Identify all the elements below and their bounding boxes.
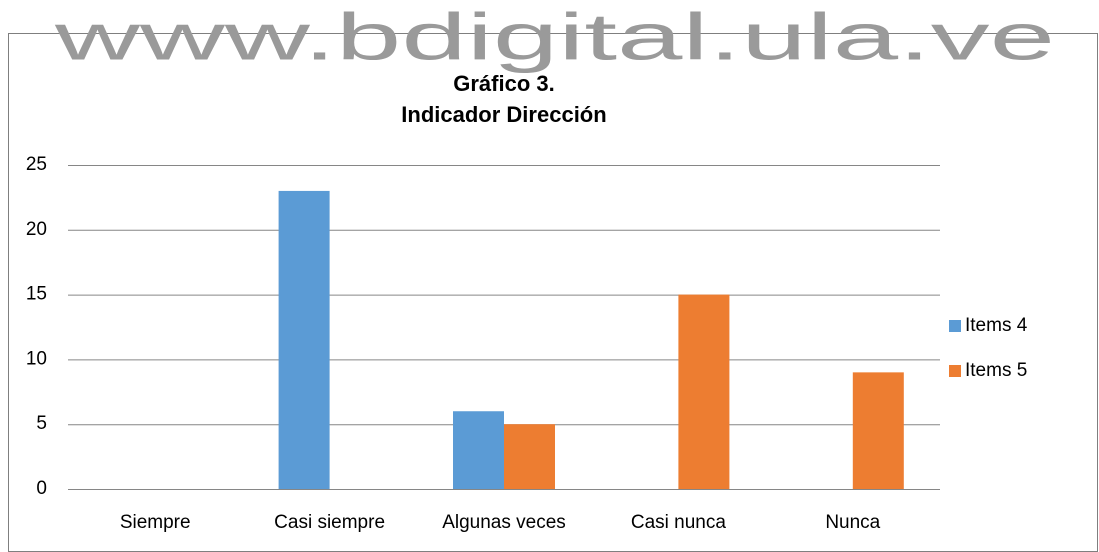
chart-title: Gráfico 3. [453,71,554,96]
legend-label: Items 4 [965,315,1028,336]
chart-subtitle: Indicador Dirección [401,102,606,127]
y-tick-label: 5 [36,413,47,434]
legend-label: Items 5 [965,360,1027,381]
x-tick-label: Algunas veces [442,512,566,533]
x-tick-label: Casi nunca [631,512,726,533]
bar [852,372,904,489]
bar [504,424,555,489]
bar [453,411,504,489]
watermark: www.bdigital.ula.ve [53,0,1055,73]
y-tick-label: 0 [36,478,47,499]
x-tick-label: Siempre [120,512,191,533]
x-tick-label: Nunca [825,512,880,533]
x-tick-label: Casi siempre [274,512,385,533]
y-tick-label: 15 [26,284,47,305]
y-tick-label: 20 [26,219,47,240]
y-tick-label: 25 [26,154,47,175]
bar [678,294,730,489]
bar [278,190,330,490]
legend-swatch [949,365,961,377]
y-tick-label: 10 [26,348,47,369]
legend-swatch [949,320,961,332]
